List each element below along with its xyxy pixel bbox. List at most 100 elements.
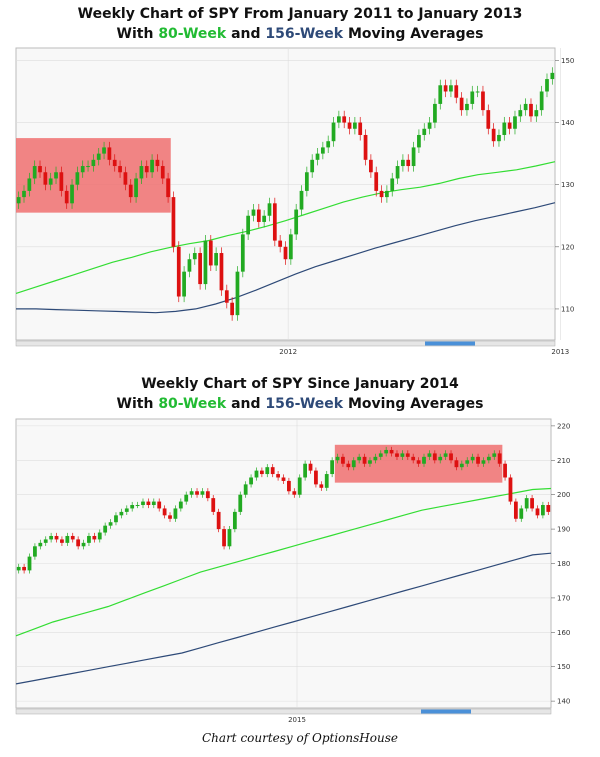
chart1-candle-body-5	[43, 172, 48, 185]
chart1-candle-body-76	[422, 128, 427, 135]
chart2-candle-body-39	[227, 529, 232, 547]
chart1-ma156-line	[16, 202, 556, 314]
chart1-title-and: and	[231, 26, 261, 42]
chart1-candle-body-86	[475, 91, 480, 93]
chart1-candle-body-55	[310, 159, 315, 173]
chart1-y-tick-label-130: 130	[561, 181, 574, 189]
chart2-y-tick-label-220: 220	[557, 422, 570, 430]
chart2-candle-body-32	[189, 491, 194, 495]
chart1-candle-body-48	[272, 203, 277, 241]
chart2-candle-body-72	[405, 453, 410, 457]
chart1-candle-body-75	[417, 134, 421, 148]
chart2-candle-body-54	[308, 463, 313, 471]
chart2-candle-body-3	[33, 546, 37, 557]
chart1-candle-body-17	[107, 147, 112, 160]
chart1-candle-body-68	[379, 190, 384, 198]
chart2-candle-body-65	[368, 460, 372, 464]
chart1-candle-body-18	[112, 159, 117, 167]
chart2-candle-body-7	[54, 535, 59, 540]
chart2-y-tick-label-160: 160	[557, 629, 570, 637]
chart2-candle-body-14	[92, 535, 97, 540]
chart2-y-tick-label-190: 190	[557, 526, 570, 534]
chart1-candle-body-9	[64, 190, 69, 204]
chart1-candle-body-61	[342, 116, 347, 123]
chart2-candle-body-27	[162, 508, 167, 516]
chart1-candle-body-44	[251, 209, 256, 216]
chart1-candle-body-39	[224, 290, 229, 303]
chart1-candle-body-83	[459, 97, 464, 111]
chart1-candle-body-16	[102, 147, 106, 154]
chart2-candle-body-87	[486, 456, 491, 461]
chart2-candle-body-59	[335, 456, 340, 461]
chart1-candle-body-28	[166, 178, 170, 198]
chart1-candle-body-53	[299, 190, 304, 210]
chart2-candle-body-17	[108, 522, 113, 526]
chart2-candle-body-78	[438, 456, 443, 461]
chart2-candle-body-51	[292, 491, 297, 495]
chart2-candle-body-52	[297, 477, 302, 495]
chart2-y-tick-label-140: 140	[557, 698, 570, 706]
chart1-candle-body-77	[427, 122, 432, 129]
chart1-candle-body-71	[395, 166, 400, 179]
chart1-candle-body-6	[48, 178, 53, 185]
chart2-candle-body-91	[508, 477, 513, 502]
chart2-title-with: With	[116, 396, 154, 412]
chart1-y-tick-label-110: 110	[561, 305, 574, 313]
chart2-candle-body-18	[114, 515, 118, 523]
chart1-candle-body-21	[128, 184, 133, 198]
chart2-candle-body-41	[238, 494, 243, 512]
chart1-plot: 110 120 130 140 150 2012 2013	[15, 47, 574, 356]
chart2-candle-body-45	[259, 470, 264, 475]
chart2-y-tick-label-210: 210	[557, 457, 570, 465]
chart2-y-tick-label-170: 170	[557, 594, 570, 602]
chart1-candle-body-51	[288, 234, 293, 260]
chart1-title: Weekly Chart of SPY From January 2011 to…	[0, 4, 600, 44]
chart1-candle-body-43	[246, 215, 251, 235]
chart2-candle-body-96	[535, 508, 540, 516]
chart2-candle-body-28	[168, 515, 172, 519]
chart2-candle-body-13	[87, 535, 91, 543]
chart2-y-tick-label-180: 180	[557, 560, 570, 568]
chart1-candle-body-54	[304, 172, 309, 191]
chart1-candle-body-91	[502, 122, 507, 135]
chart1-candle-body-26	[155, 159, 160, 167]
chart2-candle-body-11	[76, 539, 81, 547]
chart2-candle-body-37	[216, 511, 221, 530]
chart1-candle-body-50	[283, 246, 288, 260]
chart2-candle-body-40	[232, 511, 237, 530]
chart1-candle-body-23	[139, 166, 144, 179]
chart1-title-ma80: 80-Week	[158, 26, 227, 42]
chart1-candle-body-80	[443, 85, 448, 92]
chart2-candle-body-4	[38, 542, 43, 547]
chart2-title-line1: Weekly Chart of SPY Since January 2014	[141, 376, 459, 392]
chart1-candle-body-93	[513, 116, 517, 129]
chart1-candle-body-95	[523, 103, 528, 111]
chart1-candle-body-2	[27, 178, 32, 191]
chart2-scrollbar-thumb	[421, 709, 471, 714]
chart2-candle-body-47	[270, 467, 275, 475]
chart1-candle-body-63	[353, 122, 357, 129]
chart2-candle-body-26	[157, 501, 162, 509]
chart2-candle-body-98	[546, 505, 551, 512]
chart2-candle-body-90	[503, 463, 507, 478]
chart1-candle-body-58	[326, 141, 331, 148]
chart1-candle-body-73	[406, 159, 411, 167]
chart2-candle-body-75	[422, 456, 426, 464]
chart1-candle-body-35	[203, 240, 208, 285]
chart2-candle-body-69	[389, 449, 394, 454]
chart2-ma156-line	[15, 552, 552, 685]
chart2-candle-body-95	[530, 498, 534, 509]
chart1-candle-body-69	[385, 190, 389, 198]
chart1-candle-body-38	[219, 253, 224, 291]
chart1-candle-body-90	[497, 134, 501, 142]
chart2-candle-body-10	[70, 535, 75, 540]
chart2-candle-body-60	[341, 456, 345, 464]
chart1-candle-body-29	[171, 197, 176, 247]
chart2-title-line2: With 80-Week and 156-Week Moving Average…	[0, 394, 600, 414]
chart1-candle-body-7	[54, 172, 58, 179]
chart1-highlight-box	[16, 138, 171, 213]
chart1-candle-body-42	[240, 234, 245, 272]
chart1-candle-body-52	[294, 209, 299, 235]
chart1-candle-body-41	[235, 271, 240, 316]
